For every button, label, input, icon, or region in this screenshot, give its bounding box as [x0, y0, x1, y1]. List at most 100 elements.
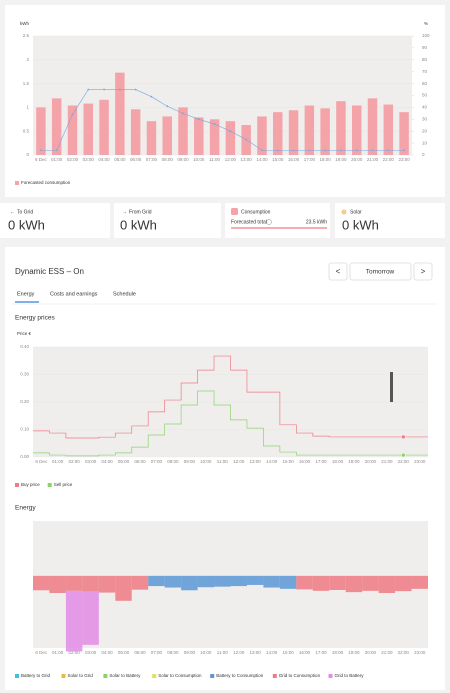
point	[340, 149, 342, 152]
bar	[194, 117, 204, 155]
x-tick-label: 18:00	[332, 650, 344, 655]
x-tick-label: 19:00	[348, 650, 360, 655]
legend-label: Grid to Battery	[335, 673, 365, 678]
prev-button-label[interactable]: <	[336, 267, 341, 276]
x-tick-label: 16:00	[299, 650, 311, 655]
x-tick-label: 07:00	[151, 650, 163, 655]
x-tick-label: 08:00	[162, 157, 174, 162]
y2-tick-label: 40	[422, 105, 428, 110]
bar	[329, 575, 346, 590]
card	[225, 203, 330, 238]
next-button-label[interactable]: >	[421, 267, 426, 276]
info-icon[interactable]	[266, 219, 272, 225]
bar	[399, 112, 409, 155]
legend-swatch	[210, 674, 215, 678]
tab[interactable]: Energy	[17, 291, 35, 297]
x-tick-label: 11:00	[217, 650, 228, 655]
x-tick-label: 6 Dec	[35, 650, 48, 655]
bar	[336, 101, 346, 155]
y2-tick-label: 80	[422, 57, 428, 62]
legend-label: Solar to Consumption	[158, 673, 202, 678]
tab[interactable]: Costs and earnings	[50, 291, 98, 297]
bar	[279, 575, 297, 589]
bar	[146, 121, 157, 155]
line	[40, 89, 405, 151]
y2-tick-label: 70	[422, 69, 428, 74]
bar	[164, 575, 182, 588]
highlight-point	[401, 452, 406, 458]
section-title: Energy prices	[15, 315, 55, 322]
y-tick-label: 0	[26, 152, 29, 157]
card-icon	[231, 208, 238, 215]
bar	[411, 575, 428, 589]
legend-swatch	[61, 674, 66, 678]
legend-label: Grid to Consumption	[279, 673, 321, 678]
x-tick-label: 22:00	[383, 157, 395, 162]
bar	[312, 575, 330, 591]
prev-button[interactable]	[328, 262, 348, 281]
next-button[interactable]	[413, 262, 433, 281]
bar	[395, 575, 412, 592]
section-title: Energy	[15, 505, 36, 512]
x-tick-label: 13:00	[250, 650, 262, 655]
step-line	[33, 390, 428, 457]
bar	[67, 105, 78, 155]
x-tick-label: 6 Dec	[35, 459, 48, 464]
x-tick-label: 23:00	[398, 157, 410, 162]
bar	[33, 575, 50, 591]
bar	[197, 575, 215, 588]
bar	[378, 575, 396, 594]
card-icon	[341, 209, 347, 215]
x-tick-label: 17:00	[315, 459, 327, 464]
x-tick-label: 19:00	[335, 157, 347, 162]
cards: ← To Grid 0 kWh → From Grid 0 kWh Consum…	[0, 203, 445, 238]
x-tick-label: 23:00	[414, 459, 426, 464]
x-tick-label: 05:00	[114, 157, 126, 162]
tab[interactable]: Schedule	[113, 291, 136, 297]
cursor-marker	[390, 372, 393, 402]
bar	[148, 575, 165, 587]
point	[276, 149, 279, 152]
point	[403, 149, 406, 152]
point	[39, 149, 42, 152]
bar	[131, 575, 149, 590]
x-tick-label: 22:00	[398, 650, 410, 655]
card-value: 0 kWh	[8, 217, 45, 232]
x-tick-label: 15:00	[272, 157, 284, 162]
card-value: 0 kWh	[120, 217, 157, 232]
card-label: From Grid	[129, 209, 152, 215]
bar	[257, 116, 267, 155]
legend-label: Solar to Battery	[109, 673, 141, 678]
y-axis-label: kWh	[20, 21, 29, 26]
y2-tick-label: 100	[422, 33, 430, 38]
day-selector[interactable]	[349, 262, 412, 281]
day-label[interactable]: Tomorrow	[366, 269, 395, 276]
bar	[345, 575, 363, 593]
legend-label: Forecasted consumption	[21, 180, 71, 185]
bar	[209, 119, 220, 155]
point	[134, 88, 137, 91]
bar	[82, 591, 99, 645]
x-tick-label: 15:00	[282, 650, 294, 655]
y-tick-label: 0.00	[20, 454, 29, 459]
x-tick-label: 12:00	[225, 157, 237, 162]
bar	[288, 110, 299, 155]
y2-axis-label: %	[424, 21, 428, 26]
bar	[83, 103, 94, 155]
bar	[130, 109, 141, 155]
y-axis-label: Price €	[17, 331, 32, 336]
bar	[178, 107, 188, 155]
x-tick-label: 03:00	[83, 157, 95, 162]
bar	[296, 575, 313, 590]
x-tick-label: 23:00	[414, 650, 426, 655]
bar	[273, 112, 283, 155]
card-label: Solar	[350, 209, 362, 215]
card	[114, 203, 221, 238]
legend-swatch	[272, 674, 277, 678]
card-icon: ←	[10, 209, 15, 215]
y-tick-label: 2.5	[23, 33, 30, 38]
point	[371, 149, 374, 152]
y-tick-label: 0.20	[20, 399, 29, 404]
x-tick-label: 09:00	[184, 459, 196, 464]
